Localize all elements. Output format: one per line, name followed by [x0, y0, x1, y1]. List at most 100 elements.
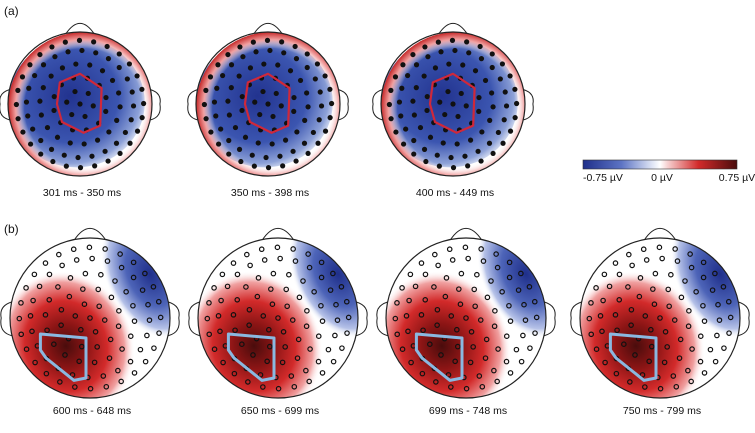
electrode-marker [108, 294, 115, 301]
electrode-marker [318, 103, 325, 109]
electrode-marker [474, 271, 480, 278]
electrode-marker [291, 383, 298, 390]
electrode-marker [43, 370, 50, 377]
electrode-marker [54, 134, 61, 140]
electrode-marker [421, 73, 427, 79]
electrode-marker [142, 358, 149, 365]
electrode-marker [423, 158, 429, 165]
electrode-marker [424, 107, 430, 114]
electrode-marker [225, 98, 231, 104]
electrode-marker [44, 124, 51, 131]
electrode-marker [51, 93, 57, 100]
electrode-marker [92, 163, 98, 169]
electrode-marker [78, 326, 84, 333]
nose-outline [73, 227, 107, 241]
electrode-marker [503, 358, 510, 365]
electrode-marker [442, 293, 449, 300]
electrode-marker [115, 323, 122, 330]
roi-outline [55, 72, 103, 134]
electrode-marker [637, 275, 644, 281]
electrode-marker [700, 302, 706, 309]
electrode-marker [26, 85, 32, 91]
electrode-marker [478, 56, 485, 62]
electrode-marker [220, 72, 226, 79]
electrode-marker [438, 49, 444, 55]
electrode-marker [82, 270, 89, 277]
electrode-marker [294, 129, 300, 135]
electrode-marker [101, 317, 108, 323]
electrode-marker [518, 270, 524, 277]
head-outline [195, 31, 341, 177]
electrode-marker [330, 270, 336, 277]
electrode-marker [48, 73, 54, 79]
electrode-marker [59, 262, 65, 269]
electrode-marker [493, 251, 499, 257]
electrode-marker [247, 262, 253, 269]
electrode-marker [274, 244, 281, 251]
electrode-marker [697, 333, 704, 340]
electrode-marker [661, 359, 668, 366]
electrode-marker [495, 129, 501, 136]
electrode-marker [502, 89, 508, 95]
electrode-marker [403, 126, 409, 132]
electrode-marker [72, 384, 78, 390]
electrode-marker [23, 346, 30, 352]
electrode-marker [338, 284, 345, 290]
electrode-marker [471, 286, 478, 293]
roi-outline [608, 332, 658, 382]
electrode-marker [206, 331, 213, 338]
ear-outline [372, 89, 383, 121]
electrode-marker [123, 289, 129, 295]
electrode-marker [480, 258, 487, 264]
electrode-marker [495, 346, 501, 352]
electrode-marker [616, 296, 623, 303]
electrode-marker [116, 90, 122, 96]
electrode-marker [293, 158, 299, 164]
electrode-marker [277, 153, 283, 159]
electrode-marker [87, 385, 94, 392]
electrode-marker [492, 308, 498, 314]
electrode-marker [234, 296, 241, 303]
electrode-marker [93, 50, 99, 56]
ear-outline [523, 89, 534, 121]
electrode-marker [137, 346, 144, 353]
electrode-marker [58, 306, 65, 313]
electrode-marker [678, 294, 685, 301]
electrode-marker [117, 150, 123, 157]
electrode-marker [651, 301, 658, 308]
electrode-marker [425, 54, 431, 60]
electrode-marker [613, 370, 620, 377]
electrode-marker [103, 94, 109, 101]
electrode-marker [20, 129, 26, 135]
head-map: 650 ms - 699 ms [188, 227, 368, 417]
electrode-marker [67, 140, 73, 146]
electrode-marker [128, 117, 134, 123]
electrode-marker [707, 346, 714, 353]
electrode-marker [693, 289, 699, 295]
electrode-marker [506, 302, 512, 309]
electrode-marker [319, 370, 326, 376]
electrode-marker [239, 93, 245, 100]
electrode-marker [443, 275, 450, 281]
electrode-marker [475, 148, 481, 154]
electrode-marker [206, 300, 212, 306]
electrode-marker [91, 359, 98, 366]
head-map: 400 ms - 449 ms [372, 22, 534, 199]
electrode-marker [98, 271, 104, 278]
electrode-marker [500, 140, 506, 146]
electrode-marker [506, 274, 513, 281]
electrode-marker [410, 98, 416, 104]
electrode-marker [399, 85, 405, 91]
electrode-marker [246, 306, 253, 313]
electrode-marker [268, 286, 274, 292]
electrode-marker [217, 328, 223, 335]
electrode-marker [218, 297, 224, 304]
electrode-marker [50, 158, 56, 165]
electrode-marker [489, 64, 495, 71]
electrode-marker [612, 260, 619, 266]
electrode-marker [593, 285, 599, 291]
electrode-marker [215, 62, 221, 68]
electrode-marker [489, 90, 495, 96]
time-window-label: 699 ms - 748 ms [429, 405, 507, 417]
electrode-marker [273, 90, 279, 97]
